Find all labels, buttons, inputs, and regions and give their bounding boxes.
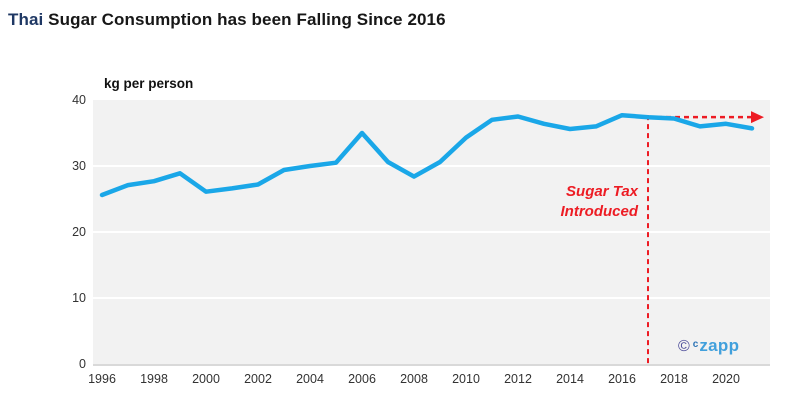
- x-tick-label: 2008: [400, 372, 428, 386]
- x-tick-label: 2012: [504, 372, 532, 386]
- logo-brand-text: zapp: [699, 336, 740, 355]
- y-tick-label: 40: [72, 93, 86, 107]
- y-axis-unit-label: kg per person: [104, 76, 194, 91]
- x-tick-label: 2002: [244, 372, 272, 386]
- x-tick-label: 2000: [192, 372, 220, 386]
- x-tick-label: 2018: [660, 372, 688, 386]
- arrowhead-icon: [751, 111, 764, 124]
- czapp-logo[interactable]: © c zapp: [678, 336, 739, 356]
- chart-title: Thai Sugar Consumption has been Falling …: [8, 10, 446, 30]
- sugar-tax-annotation: Sugar Tax Introduced: [561, 182, 639, 223]
- annotation-line-2: Introduced: [560, 203, 639, 221]
- x-tick-label: 1996: [88, 372, 116, 386]
- chart-title-rest: Sugar Consumption has been Falling Since…: [43, 10, 446, 29]
- x-tick-label: 1998: [140, 372, 168, 386]
- x-tick-label: 2014: [556, 372, 584, 386]
- annotation-line-1: Sugar Tax: [566, 183, 638, 200]
- y-tick-label: 10: [72, 291, 86, 305]
- y-tick-label: 20: [72, 225, 86, 239]
- copyright-icon: ©: [678, 338, 690, 355]
- y-tick-label: 30: [72, 159, 86, 173]
- consumption-line: [99, 112, 755, 198]
- x-tick-label: 2004: [296, 372, 324, 386]
- logo-super-c: c: [692, 339, 699, 350]
- y-tick-label: 0: [79, 357, 86, 371]
- x-tick-label: 2020: [712, 372, 740, 386]
- x-tick-label: 2006: [348, 372, 376, 386]
- x-tick-label: 2016: [608, 372, 636, 386]
- x-tick-label: 2010: [452, 372, 480, 386]
- chart-title-prefix: Thai: [8, 10, 44, 29]
